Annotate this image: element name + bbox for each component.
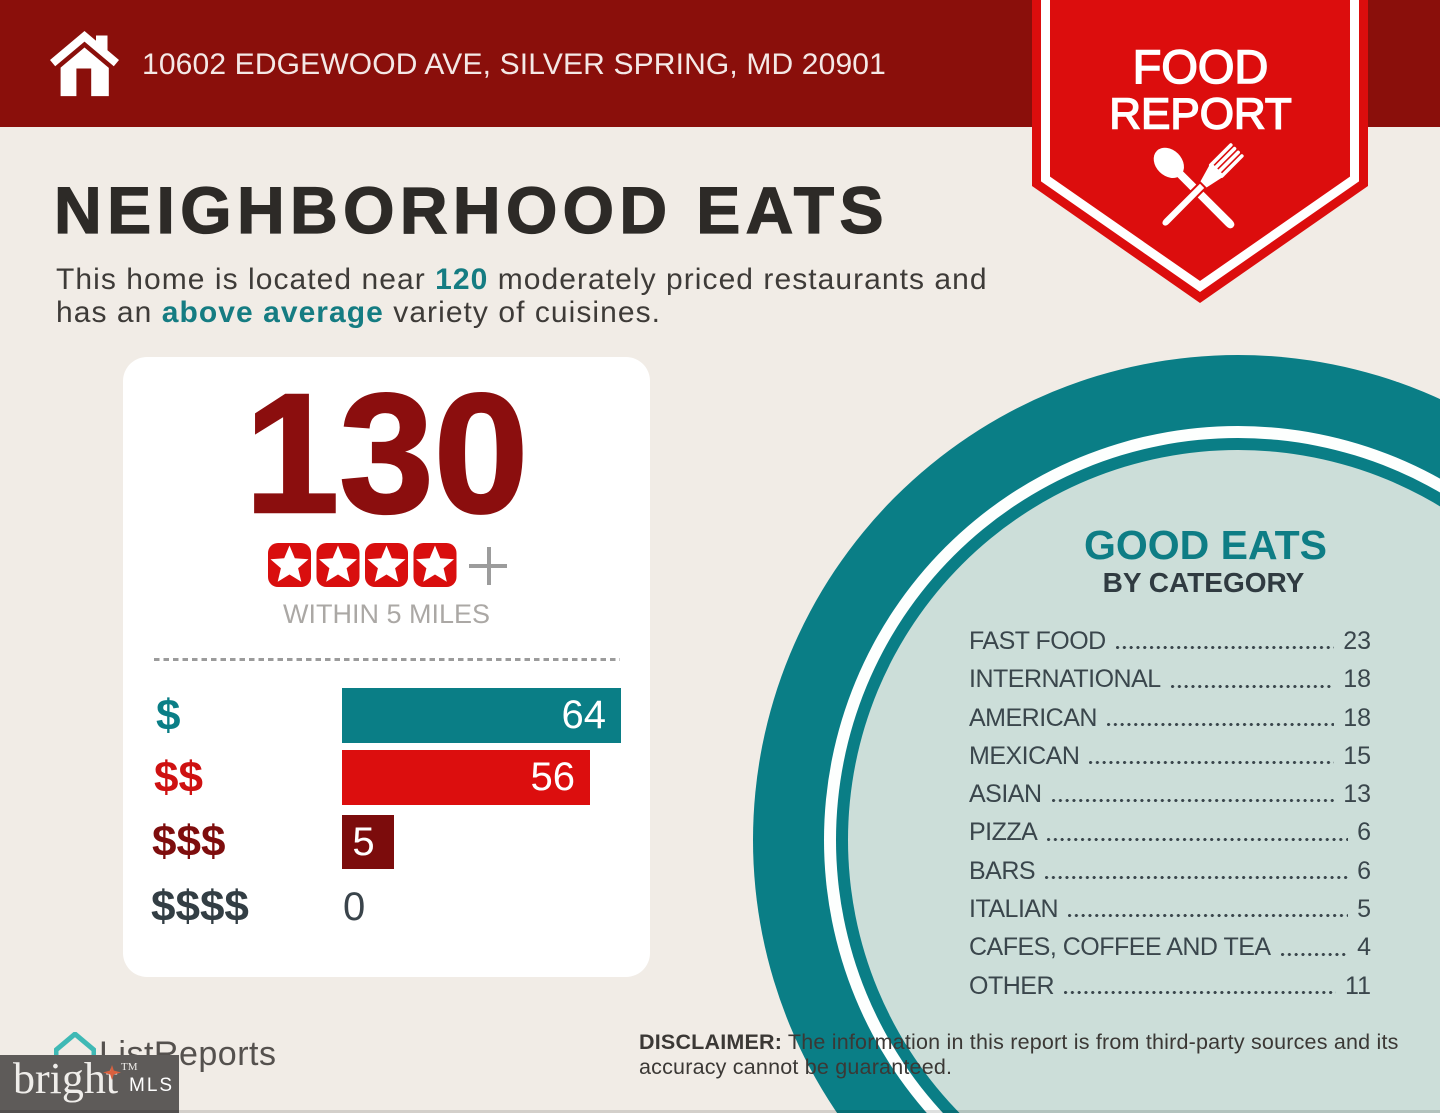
svg-text:REPORT: REPORT [1109, 90, 1292, 139]
svg-text:FOOD: FOOD [1133, 40, 1269, 93]
